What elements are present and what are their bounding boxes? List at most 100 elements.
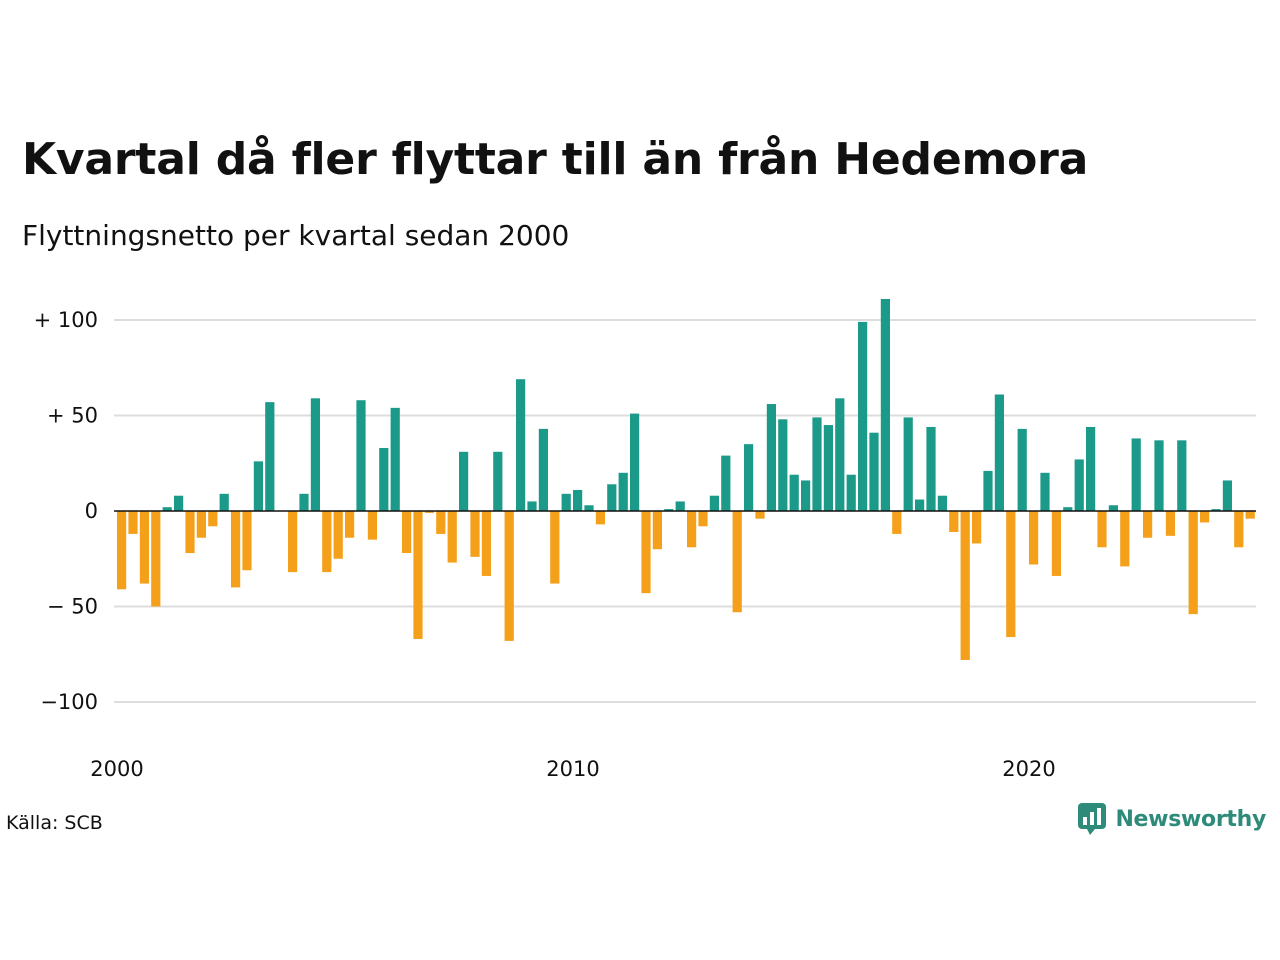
bar-positive: [459, 451, 469, 511]
bar-positive: [937, 495, 947, 511]
bar-negative: [1188, 511, 1198, 615]
y-tick-label: − 50: [47, 595, 98, 619]
y-tick-label: 0: [85, 499, 98, 523]
bar-negative: [732, 511, 742, 613]
bar-negative: [1120, 511, 1130, 567]
bar-positive: [1040, 472, 1050, 511]
bar-negative: [687, 511, 697, 548]
bar-negative: [208, 511, 218, 527]
bar-positive: [812, 417, 822, 511]
bar-chart: + 100 + 50 0 − 50 −100 2000 2010 2020: [34, 298, 1256, 781]
bar-positive: [310, 398, 320, 511]
x-axis-ticks: 2000 2010 2020: [90, 757, 1055, 781]
bar-positive: [561, 493, 571, 511]
bar-negative: [185, 511, 195, 554]
bar-positive: [584, 505, 594, 511]
bar-positive: [538, 428, 548, 511]
newsworthy-logo: Newsworthy: [1077, 802, 1266, 836]
bar-negative: [128, 511, 138, 534]
bar-negative: [1097, 511, 1107, 548]
source-note: Källa: SCB: [6, 812, 103, 834]
bar-positive: [1177, 440, 1187, 511]
bar-positive: [607, 484, 617, 511]
bar-negative: [481, 511, 491, 576]
x-tick-label: 2020: [1002, 757, 1055, 781]
bar-negative: [1200, 511, 1210, 523]
bar-negative: [151, 511, 161, 607]
bar-positive: [1222, 480, 1232, 511]
bar-positive: [573, 489, 583, 511]
bar-positive: [869, 432, 879, 511]
bar-positive: [1108, 505, 1118, 511]
bar-positive: [379, 447, 389, 511]
bar-positive: [219, 493, 229, 511]
bar-negative: [345, 511, 355, 538]
bar-negative: [424, 511, 434, 513]
y-tick-label: + 100: [34, 308, 98, 332]
y-axis-ticks: + 100 + 50 0 − 50 −100: [34, 308, 98, 714]
bar-negative: [972, 511, 982, 544]
bar-positive: [1017, 428, 1027, 511]
bar-positive: [801, 480, 811, 511]
bar-positive: [915, 499, 925, 511]
bar-positive: [823, 425, 833, 511]
bar-negative: [196, 511, 206, 538]
bar-negative: [1245, 511, 1255, 519]
bar-negative: [413, 511, 423, 639]
bar-negative: [960, 511, 970, 660]
bar-positive: [299, 493, 309, 511]
bar-positive: [766, 404, 776, 511]
bar-positive: [709, 495, 719, 511]
bar-positive: [880, 298, 890, 511]
bar-negative: [333, 511, 343, 559]
bar-negative: [470, 511, 480, 557]
bar-positive: [664, 509, 674, 511]
bar-positive: [744, 444, 754, 511]
bar-positive: [618, 472, 628, 511]
bar-negative: [1006, 511, 1016, 638]
newsworthy-chart-icon: [1078, 803, 1107, 835]
bar-positive: [721, 455, 731, 511]
bar-negative: [652, 511, 662, 550]
chart-title: Kvartal då fler flyttar till än från Hed…: [22, 134, 1089, 185]
bar-positive: [778, 419, 788, 511]
chart-subtitle: Flyttningsnetto per kvartal sedan 2000: [22, 219, 570, 252]
bar-positive: [858, 321, 868, 511]
bar-positive: [356, 400, 366, 511]
bar-positive: [846, 474, 856, 511]
bar-positive: [789, 474, 799, 511]
bar-positive: [926, 426, 936, 511]
bar-negative: [288, 511, 298, 573]
grid-lines: [114, 319, 1256, 703]
x-tick-label: 2000: [90, 757, 143, 781]
bars: [117, 298, 1255, 660]
bar-negative: [1029, 511, 1039, 565]
bar-positive: [1131, 438, 1141, 511]
bar-positive: [527, 501, 537, 511]
bar-negative: [595, 511, 605, 525]
bar-negative: [402, 511, 412, 554]
bar-negative: [139, 511, 149, 584]
bar-positive: [174, 495, 184, 511]
bar-negative: [231, 511, 241, 588]
y-tick-label: + 50: [47, 404, 98, 428]
bar-positive: [1086, 426, 1096, 511]
bar-positive: [1154, 440, 1164, 511]
bar-negative: [698, 511, 708, 527]
bar-negative: [1051, 511, 1061, 576]
bar-positive: [835, 398, 845, 511]
bar-negative: [436, 511, 446, 534]
bar-negative: [641, 511, 651, 594]
bar-negative: [550, 511, 560, 584]
bar-positive: [1211, 509, 1221, 511]
bar-negative: [117, 511, 127, 590]
bar-positive: [162, 507, 172, 511]
bar-positive: [493, 451, 503, 511]
bar-negative: [242, 511, 252, 571]
bar-positive: [253, 461, 263, 511]
bar-negative: [949, 511, 959, 533]
bar-positive: [265, 402, 275, 511]
x-tick-label: 2010: [546, 757, 599, 781]
bar-positive: [903, 417, 913, 511]
bar-negative: [1234, 511, 1244, 548]
